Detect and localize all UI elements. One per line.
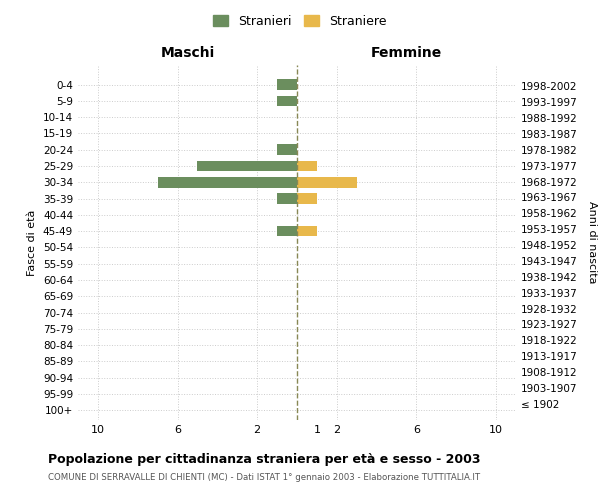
Bar	[297, 226, 317, 236]
Bar	[158, 177, 297, 188]
Bar	[277, 226, 297, 236]
Y-axis label: Fasce di età: Fasce di età	[28, 210, 37, 276]
Bar	[297, 160, 317, 172]
Text: Popolazione per cittadinanza straniera per età e sesso - 2003: Popolazione per cittadinanza straniera p…	[48, 452, 481, 466]
Bar	[277, 79, 297, 90]
Bar	[197, 160, 297, 172]
Text: Maschi: Maschi	[160, 46, 215, 60]
Text: COMUNE DI SERRAVALLE DI CHIENTI (MC) - Dati ISTAT 1° gennaio 2003 - Elaborazione: COMUNE DI SERRAVALLE DI CHIENTI (MC) - D…	[48, 472, 480, 482]
Bar	[277, 193, 297, 204]
Y-axis label: Anni di nascita: Anni di nascita	[587, 201, 597, 284]
Bar	[297, 193, 317, 204]
Legend: Stranieri, Straniere: Stranieri, Straniere	[209, 11, 391, 32]
Text: Femmine: Femmine	[371, 46, 442, 60]
Bar	[297, 177, 357, 188]
Bar	[277, 96, 297, 106]
Bar	[277, 144, 297, 155]
